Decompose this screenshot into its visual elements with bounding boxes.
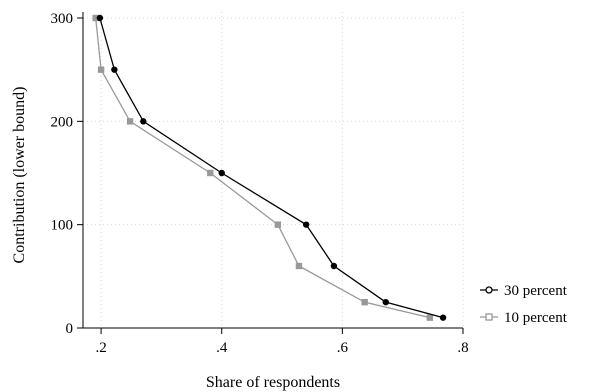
data-point <box>330 262 338 270</box>
data-point <box>274 221 282 228</box>
y-axis-label: Contribution (lower bound) <box>11 87 28 264</box>
series-line <box>99 17 444 319</box>
y-tick-label: 200 <box>51 114 74 130</box>
data-point <box>111 66 118 73</box>
series-10-percent <box>92 14 434 321</box>
legend-item: 10 percent <box>480 310 568 326</box>
data-point <box>218 169 225 177</box>
legend-marker <box>485 313 493 321</box>
legend-marker <box>485 286 493 294</box>
legend-label: 30 percent <box>504 283 568 299</box>
data-point <box>140 118 147 125</box>
y-tick-label: 300 <box>51 11 74 27</box>
series-30-percent <box>96 14 447 321</box>
legend-item: 30 percent <box>480 283 568 299</box>
x-ticks: .2 .4 .6 .8 <box>95 328 469 356</box>
data-point <box>92 14 99 22</box>
y-ticks: 0 100 200 300 <box>51 11 83 337</box>
legend-label: 10 percent <box>504 310 568 326</box>
gridlines <box>83 12 464 328</box>
x-tick-label: .8 <box>457 340 468 356</box>
data-point <box>302 221 310 228</box>
data-point <box>426 314 434 321</box>
data-point <box>96 14 104 22</box>
series-line <box>95 17 430 319</box>
y-tick-label: 0 <box>66 321 74 337</box>
y-tick-label: 100 <box>51 218 74 234</box>
series-layer <box>92 14 447 321</box>
data-point <box>207 169 214 177</box>
data-point <box>295 262 303 270</box>
data-point <box>439 314 447 321</box>
data-point <box>361 298 368 306</box>
legend: 30 percent 10 percent <box>480 283 568 326</box>
axes <box>82 12 463 329</box>
data-point <box>97 66 105 73</box>
data-point <box>126 118 134 125</box>
x-tick-label: .4 <box>216 340 228 356</box>
x-tick-label: .6 <box>337 340 349 356</box>
x-axis-label: Share of respondents <box>206 374 340 391</box>
data-point <box>382 298 389 306</box>
x-tick-label: .2 <box>95 340 106 356</box>
